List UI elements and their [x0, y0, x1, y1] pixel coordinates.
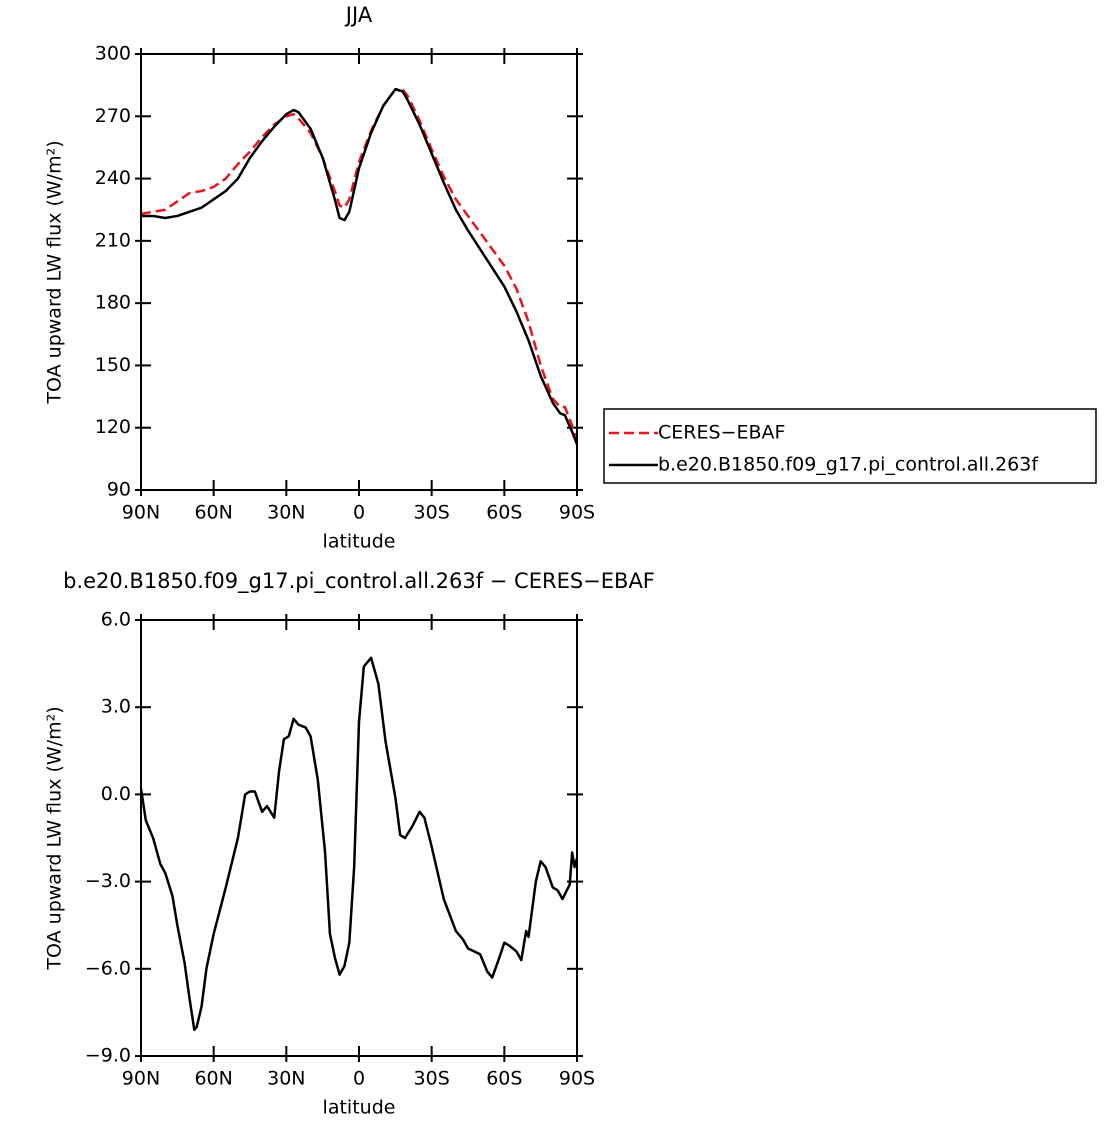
chart-title: JJA [344, 3, 373, 27]
x-tick-label: 0 [353, 502, 365, 524]
y-tick-label: 3.0 [101, 696, 131, 718]
legend-label: CERES−EBAF [658, 422, 785, 444]
y-tick-label: 300 [95, 43, 131, 65]
plot-frame [140, 619, 578, 1057]
y-tick-label: −6.0 [85, 957, 131, 979]
x-tick-label: 0 [353, 1068, 365, 1090]
x-tick-label: 60S [486, 1068, 522, 1090]
x-tick-label: 90S [559, 1068, 595, 1090]
y-tick-label: 90 [107, 479, 131, 501]
y-tick-label: 0.0 [101, 783, 131, 805]
legend-label: b.e20.B1850.f09_g17.pi_control.all.263f [658, 454, 1039, 476]
y-tick-label: −9.0 [85, 1045, 131, 1067]
x-axis-label: latitude [323, 1097, 396, 1119]
x-tick-label: 60N [194, 502, 232, 524]
x-tick-label: 90N [122, 502, 160, 524]
series-line [140, 88, 579, 441]
x-tick-label: 90S [559, 502, 595, 524]
y-tick-label: 150 [95, 354, 131, 376]
y-tick-label: 120 [95, 416, 131, 438]
plot-frame [140, 53, 578, 491]
x-tick-label: 30S [414, 1068, 450, 1090]
y-axis-label: TOA upward LW flux (W/m²) [44, 140, 66, 404]
y-tick-label: −3.0 [85, 870, 131, 892]
x-tick-label: 60S [486, 502, 522, 524]
series-line [141, 88, 579, 445]
y-tick-label: 240 [95, 167, 131, 189]
legend-box [603, 408, 1097, 484]
x-tick-label: 30S [414, 502, 450, 524]
chart-title: b.e20.B1850.f09_g17.pi_control.all.263f … [63, 569, 655, 594]
x-tick-label: 60N [194, 1068, 232, 1090]
y-axis-label: TOA upward LW flux (W/m²) [44, 706, 66, 970]
y-tick-label: 270 [95, 105, 131, 127]
series-line [139, 656, 579, 1032]
x-tick-label: 30N [267, 502, 305, 524]
x-tick-label: 90N [122, 1068, 160, 1090]
y-tick-label: 210 [95, 229, 131, 251]
y-tick-label: 180 [95, 292, 131, 314]
x-tick-label: 30N [267, 1068, 305, 1090]
x-axis-label: latitude [323, 531, 396, 553]
y-tick-label: 6.0 [101, 609, 131, 631]
